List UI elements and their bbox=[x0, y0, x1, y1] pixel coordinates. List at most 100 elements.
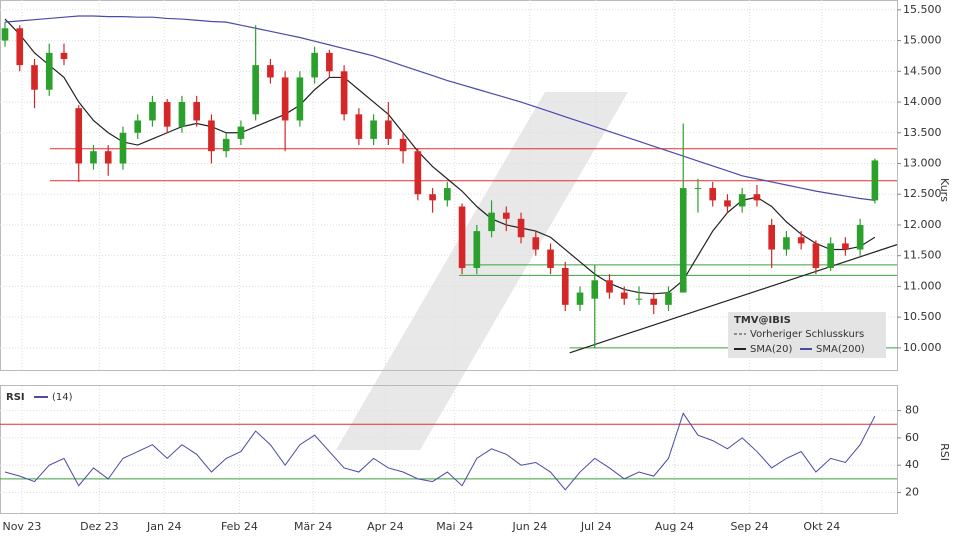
candle-body bbox=[606, 280, 613, 293]
candle-body bbox=[650, 298, 658, 305]
x-tick-label: Apr 24 bbox=[367, 520, 404, 533]
legend-label: SMA(200) bbox=[816, 344, 865, 355]
candle-body bbox=[709, 188, 717, 201]
candle-body bbox=[267, 65, 274, 78]
candle-body bbox=[856, 224, 864, 250]
x-tick-label: Aug 24 bbox=[655, 520, 694, 533]
candle-body bbox=[281, 77, 289, 121]
x-tick-label: Jun 24 bbox=[512, 520, 548, 533]
x-tick-label: Okt 24 bbox=[803, 520, 840, 533]
candle-body bbox=[75, 108, 83, 164]
x-tick-label: Dez 23 bbox=[80, 520, 119, 533]
candle-body bbox=[16, 28, 24, 66]
legend-label: SMA(20) bbox=[750, 344, 792, 355]
candle-body bbox=[620, 292, 628, 299]
candle-body bbox=[694, 188, 702, 190]
x-tick-label: Feb 24 bbox=[221, 520, 258, 533]
candle-body bbox=[797, 237, 805, 244]
candle-body bbox=[532, 237, 540, 250]
candle-body bbox=[208, 120, 215, 152]
candle-body bbox=[414, 151, 422, 195]
legend-title: TMV@IBIS bbox=[734, 315, 791, 326]
y-tick-label: 60 bbox=[905, 431, 919, 444]
rsi-panel bbox=[0, 385, 898, 514]
candle-body bbox=[561, 267, 569, 305]
y-tick-label: 15.000 bbox=[903, 34, 942, 47]
y-tick-label: 10.000 bbox=[903, 341, 942, 354]
y-tick-label: 14.000 bbox=[903, 95, 942, 108]
y-axis-label: RSI bbox=[938, 443, 951, 461]
candle-body bbox=[355, 114, 363, 139]
x-tick-label: Nov 23 bbox=[2, 520, 41, 533]
candle-body bbox=[635, 298, 643, 300]
y-tick-label: 11.500 bbox=[903, 249, 942, 262]
rsi-title: RSI bbox=[6, 392, 25, 403]
candle-body bbox=[473, 231, 481, 268]
watermark bbox=[336, 92, 628, 450]
y-tick-label: 20 bbox=[905, 486, 919, 499]
candle-body bbox=[444, 188, 451, 201]
candle-body bbox=[768, 224, 775, 250]
y-tick-label: 15.500 bbox=[903, 3, 942, 16]
y-tick-label: 14.500 bbox=[903, 64, 942, 77]
candle-body bbox=[31, 65, 38, 90]
price-panel bbox=[0, 0, 898, 371]
y-tick-label: 13.000 bbox=[903, 156, 942, 169]
candle-body bbox=[783, 237, 790, 250]
candle-body bbox=[871, 160, 879, 201]
sma-line bbox=[4, 15, 875, 201]
candle-body bbox=[222, 138, 230, 152]
candle-body bbox=[827, 243, 834, 268]
legend bbox=[728, 312, 886, 358]
candle-body bbox=[193, 102, 200, 121]
rsi-line bbox=[4, 412, 876, 491]
candle-body bbox=[178, 102, 186, 127]
x-tick-label: Mai 24 bbox=[436, 520, 473, 533]
candle-body bbox=[812, 243, 820, 268]
candle-body bbox=[502, 212, 510, 219]
candle-body bbox=[429, 194, 436, 201]
candle-body bbox=[591, 280, 599, 299]
candle-body bbox=[547, 249, 554, 268]
candle-body bbox=[842, 243, 849, 250]
candle-body bbox=[60, 52, 68, 60]
candle-body bbox=[252, 65, 259, 115]
candle-body bbox=[104, 151, 112, 164]
candle-body bbox=[753, 194, 761, 201]
candle-body bbox=[576, 292, 584, 305]
x-tick-label: Jan 24 bbox=[146, 520, 181, 533]
candle-body bbox=[134, 120, 142, 133]
candle-body bbox=[149, 102, 156, 121]
candle-body bbox=[488, 212, 495, 232]
candle-body bbox=[90, 151, 97, 164]
candle-body bbox=[399, 138, 407, 152]
candle-body bbox=[458, 206, 466, 268]
y-tick-label: 10.500 bbox=[903, 310, 942, 323]
candle-body bbox=[340, 71, 348, 115]
candle-body bbox=[45, 52, 53, 90]
y-tick-label: 11.000 bbox=[903, 279, 942, 292]
x-tick-label: Sep 24 bbox=[730, 520, 768, 533]
candle-body bbox=[237, 126, 245, 139]
y-tick-label: 12.500 bbox=[903, 187, 942, 200]
candle-body bbox=[326, 52, 333, 72]
y-axis-label: Kurs bbox=[938, 178, 951, 202]
legend-label: Vorheriger Schlusskurs bbox=[750, 329, 864, 340]
y-tick-label: 12.000 bbox=[903, 218, 942, 231]
x-tick-label: Jul 24 bbox=[580, 520, 612, 533]
y-tick-label: 40 bbox=[905, 458, 919, 471]
candle-body bbox=[163, 102, 171, 127]
candle-body bbox=[311, 52, 318, 78]
trend-line bbox=[569, 244, 898, 354]
candle-body bbox=[738, 194, 746, 207]
rsi-period: (14) bbox=[52, 392, 73, 403]
candle-body bbox=[296, 77, 304, 121]
x-tick-label: Mär 24 bbox=[294, 520, 332, 533]
candle-body bbox=[679, 188, 687, 293]
candle-body bbox=[370, 120, 377, 139]
sma-line bbox=[4, 18, 876, 295]
candle-body bbox=[1, 28, 9, 41]
candle-body bbox=[119, 132, 127, 164]
candle-body bbox=[724, 200, 731, 207]
